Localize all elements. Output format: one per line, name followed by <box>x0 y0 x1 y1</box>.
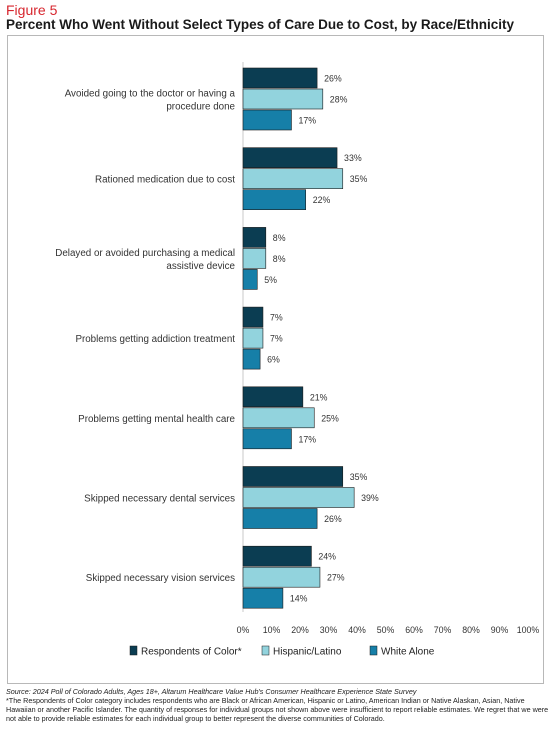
chart-panel <box>7 35 544 684</box>
chart-footer: Source: 2024 Poll of Colorado Adults, Ag… <box>6 687 551 724</box>
x-tick-label: 60% <box>405 625 423 635</box>
data-label: 35% <box>350 472 368 482</box>
data-label: 35% <box>350 174 368 184</box>
legend-swatch <box>129 645 138 656</box>
category-label: Skipped necessary dental services <box>84 494 235 505</box>
bar <box>242 189 307 210</box>
category-label: assistive device <box>166 261 235 272</box>
bar <box>242 545 312 567</box>
legend-label: Hispanic/Latino <box>273 647 342 658</box>
x-tick-label: 90% <box>491 625 509 635</box>
bar <box>242 269 258 290</box>
data-label: 17% <box>298 434 316 444</box>
data-label: 6% <box>267 355 280 365</box>
category-label: Skipped necessary vision services <box>86 573 235 584</box>
bar <box>242 386 304 408</box>
bar <box>242 248 267 269</box>
bar <box>242 147 338 168</box>
x-tick-label: 10% <box>263 625 281 635</box>
data-label: 22% <box>313 195 331 205</box>
bar <box>242 306 264 328</box>
data-label: 26% <box>324 514 342 524</box>
bar <box>242 109 292 131</box>
data-label: 14% <box>290 594 308 604</box>
data-label: 39% <box>361 493 379 503</box>
legend-label: White Alone <box>381 647 435 658</box>
data-label: 27% <box>327 573 345 583</box>
category-label: Problems getting addiction treatment <box>75 334 235 345</box>
bar <box>242 407 315 429</box>
bar <box>242 428 292 450</box>
bar <box>242 487 355 508</box>
bar <box>242 168 344 189</box>
data-label: 25% <box>321 413 339 423</box>
bar <box>242 348 261 370</box>
data-label: 8% <box>273 233 286 243</box>
category-label: Problems getting mental health care <box>78 414 235 425</box>
bar <box>242 587 284 609</box>
category-label: procedure done <box>166 102 235 113</box>
data-label: 26% <box>324 74 342 84</box>
figure-label: Figure 5 <box>6 2 58 18</box>
footnote: *The Respondents of Color category inclu… <box>6 695 549 723</box>
bar <box>242 88 324 110</box>
data-label: 8% <box>273 254 286 264</box>
x-tick-label: 40% <box>348 625 366 635</box>
data-label: 21% <box>310 392 328 402</box>
data-label: 17% <box>298 116 316 126</box>
bar <box>242 566 321 588</box>
bar <box>242 227 267 248</box>
category-label: Avoided going to the doctor or having a <box>65 89 236 100</box>
chart-title: Percent Who Went Without Select Types of… <box>6 17 514 32</box>
bar <box>242 67 318 89</box>
data-label: 7% <box>270 334 283 344</box>
x-tick-label: 70% <box>434 625 452 635</box>
bar <box>242 466 344 487</box>
x-tick-label: 0% <box>237 625 250 635</box>
category-label: Rationed medication due to cost <box>95 175 235 186</box>
category-label: Delayed or avoided purchasing a medical <box>55 248 235 259</box>
legend-swatch <box>261 645 270 656</box>
data-label: 7% <box>270 313 283 323</box>
legend-label: Respondents of Color* <box>141 647 242 658</box>
x-tick-label: 50% <box>377 625 395 635</box>
x-tick-label: 20% <box>291 625 309 635</box>
x-tick-label: 80% <box>462 625 480 635</box>
source-note: Source: 2024 Poll of Colorado Adults, Ag… <box>6 687 417 696</box>
x-tick-label: 100% <box>517 625 540 635</box>
data-label: 28% <box>330 95 348 105</box>
data-label: 33% <box>344 153 362 163</box>
data-label: 24% <box>318 552 336 562</box>
bar <box>242 327 264 349</box>
x-tick-label: 30% <box>320 625 338 635</box>
data-label: 5% <box>264 275 277 285</box>
bar <box>242 508 318 529</box>
legend-swatch <box>369 645 378 656</box>
